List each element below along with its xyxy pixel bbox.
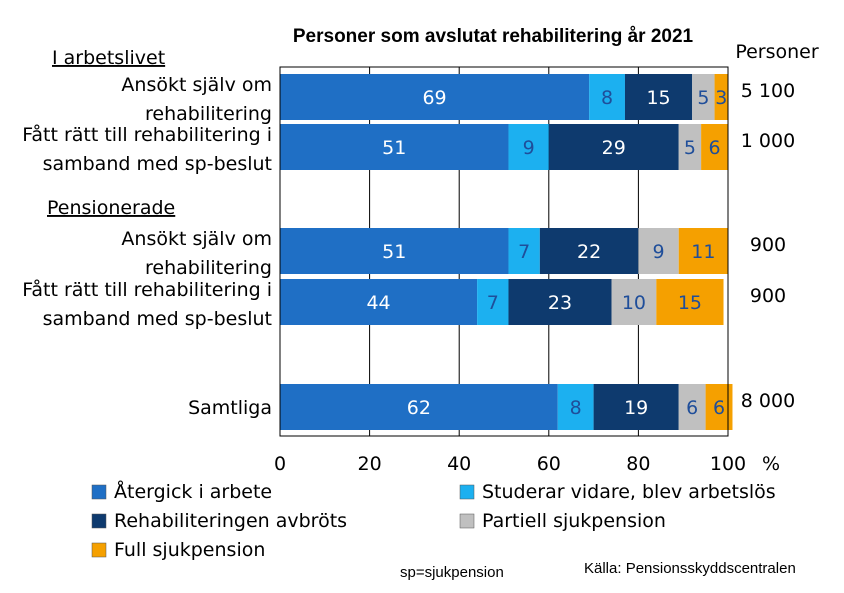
totals-header: Personer <box>735 41 819 63</box>
data-label: 62 <box>407 397 431 419</box>
x-tick-label: 60 <box>537 453 561 475</box>
data-label: 15 <box>646 87 670 109</box>
bar-segment <box>593 384 679 430</box>
data-label: 44 <box>366 292 390 314</box>
bar-segment <box>692 74 715 120</box>
bar-segment <box>280 384 558 430</box>
legend-label: Rehabiliteringen avbröts <box>114 510 347 532</box>
bar-segment <box>280 74 590 120</box>
x-tick-label: 100 <box>710 453 746 475</box>
data-label: 8 <box>570 397 582 419</box>
x-tick-label: 0 <box>274 453 286 475</box>
bar-segment <box>508 228 540 274</box>
bar-segment <box>280 279 478 325</box>
bar-segment <box>548 124 679 170</box>
data-label: 23 <box>548 292 572 314</box>
data-label: 5 <box>684 137 696 159</box>
bar-segment <box>678 228 728 274</box>
legend: Återgick i arbete Studerar vidare, blev a… <box>91 480 776 561</box>
source-note: Källa: Pensionsskyddscentralen <box>584 560 796 577</box>
category-label: samband med sp-beslut <box>43 153 272 175</box>
bar-segment <box>557 384 594 430</box>
bar-segment <box>508 124 549 170</box>
data-label: 5 <box>697 87 709 109</box>
bar-segment <box>678 124 702 170</box>
bar-segment <box>477 279 509 325</box>
abbreviation-note: sp=sjukpension <box>400 564 504 581</box>
category-label: rehabilitering <box>145 257 272 279</box>
data-label: 3 <box>715 87 727 109</box>
category-label: Fått rätt till rehabilitering i <box>22 278 272 301</box>
bar-segment <box>714 74 728 120</box>
total-label: 900 <box>750 234 786 256</box>
data-label: 10 <box>622 292 646 314</box>
bar-segment <box>656 279 724 325</box>
legend-swatch <box>459 513 475 529</box>
data-label: 11 <box>691 241 715 263</box>
bar-segment <box>280 124 509 170</box>
legend-swatch <box>91 513 107 529</box>
data-label: 6 <box>686 397 698 419</box>
category-label: Fått rätt till rehabilitering i <box>22 123 272 146</box>
data-label: 51 <box>382 241 406 263</box>
bar-segment <box>539 228 639 274</box>
data-label: 9 <box>523 137 535 159</box>
category-label: Samtliga <box>188 397 272 419</box>
legend-swatch <box>91 484 107 500</box>
x-tick-label: 80 <box>626 453 650 475</box>
totals: 5 100 1 000 900 900 8 000 <box>741 80 795 412</box>
data-label: 7 <box>487 292 499 314</box>
bar-segment <box>611 279 657 325</box>
data-label: 6 <box>709 137 721 159</box>
x-axis-ticks: 0 20 40 60 80 100 <box>274 453 746 475</box>
data-label: 22 <box>577 241 601 263</box>
legend-label: Studerar vidare, blev arbetslös <box>482 481 776 503</box>
bar-segment <box>280 228 509 274</box>
legend-label: Partiell sjukpension <box>482 510 666 532</box>
total-label: 8 000 <box>741 390 795 412</box>
category-label: Ansökt själv om <box>121 228 272 250</box>
total-label: 5 100 <box>741 80 795 102</box>
data-label: 9 <box>653 241 665 263</box>
data-label: 7 <box>518 241 530 263</box>
x-axis-unit: % <box>762 453 780 475</box>
total-label: 900 <box>750 285 786 307</box>
data-label: 15 <box>678 292 702 314</box>
plot-border <box>279 66 729 437</box>
bar-segment <box>638 228 679 274</box>
group-label: I arbetslivet <box>52 47 165 69</box>
group-label: Pensionerade <box>47 197 175 219</box>
total-label: 1 000 <box>741 130 795 152</box>
x-tick-label: 20 <box>358 453 382 475</box>
data-label: 69 <box>422 87 446 109</box>
legend-label: Återgick i arbete <box>114 480 272 503</box>
legend-label: Full sjukpension <box>114 539 265 561</box>
group-labels: I arbetslivet Pensionerade <box>47 47 175 219</box>
bar-segment <box>678 384 706 430</box>
category-label: samband med sp-beslut <box>43 308 272 330</box>
data-label: 8 <box>601 87 613 109</box>
category-label: rehabilitering <box>145 103 272 125</box>
bar-segment <box>508 279 612 325</box>
legend-swatch <box>459 484 475 500</box>
data-label: 29 <box>602 137 626 159</box>
data-label: 51 <box>382 137 406 159</box>
chart-title: Personer som avslutat rehabilitering år … <box>293 26 694 47</box>
legend-swatch <box>91 542 107 558</box>
x-tick-label: 40 <box>447 453 471 475</box>
plot-frame <box>279 66 729 437</box>
bar-segment <box>701 124 728 170</box>
data-label: 6 <box>713 397 725 419</box>
bar-segment <box>624 74 693 120</box>
category-label: Ansökt själv om <box>121 74 272 96</box>
data-label: 19 <box>624 397 648 419</box>
bar-segment <box>589 74 625 120</box>
